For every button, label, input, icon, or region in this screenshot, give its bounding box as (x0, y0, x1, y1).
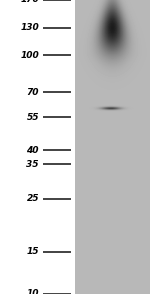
Text: 70: 70 (27, 88, 39, 96)
Text: 100: 100 (20, 51, 39, 60)
Text: 10: 10 (27, 290, 39, 294)
Text: 35: 35 (27, 160, 39, 168)
Text: 25: 25 (27, 194, 39, 203)
Text: 55: 55 (27, 113, 39, 122)
Text: 40: 40 (27, 146, 39, 155)
Text: 170: 170 (20, 0, 39, 4)
Text: 15: 15 (27, 248, 39, 256)
Text: 130: 130 (20, 23, 39, 32)
